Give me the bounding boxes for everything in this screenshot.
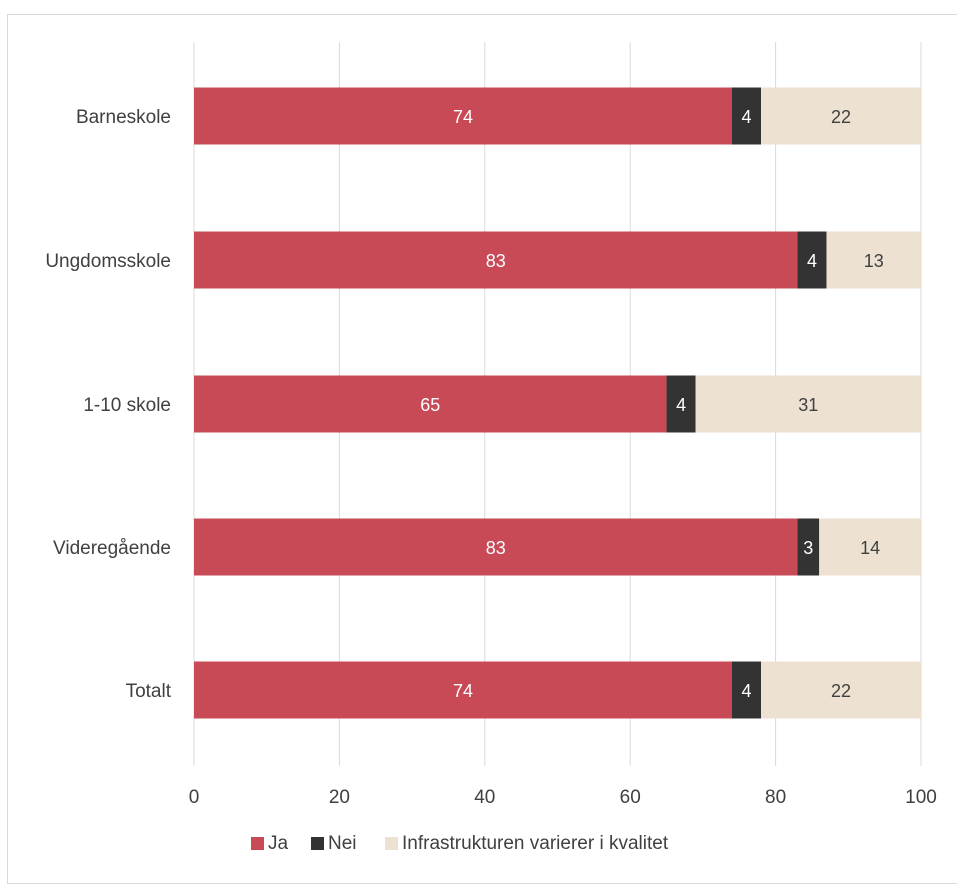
data-label-2-1: 13	[864, 251, 884, 271]
data-label-2-0: 22	[831, 107, 851, 127]
data-label-1-2: 4	[676, 395, 686, 415]
data-label-0-4: 74	[453, 681, 473, 701]
data-label-0-1: 83	[486, 251, 506, 271]
bar-2-3	[819, 518, 921, 576]
data-label-0-2: 65	[420, 395, 440, 415]
bar-0-0	[194, 87, 732, 145]
data-label-1-3: 3	[803, 538, 813, 558]
category-label-0: Barneskole	[76, 107, 171, 128]
legend-label-0: Ja	[268, 833, 289, 854]
category-label-1: Ungdomsskole	[45, 251, 171, 272]
bar-0-4	[194, 661, 732, 719]
data-label-1-4: 4	[742, 681, 752, 701]
legend-swatch-2	[385, 837, 398, 850]
x-tick-label-0: 0	[189, 787, 200, 808]
bar-0-1	[194, 231, 798, 289]
x-tick-label-40: 40	[474, 787, 495, 808]
x-tick-label-20: 20	[329, 787, 350, 808]
category-label-3: Videregående	[53, 538, 171, 559]
bar-0-3	[194, 518, 798, 576]
bar-2-4	[761, 661, 921, 719]
bar-2-2	[695, 375, 921, 433]
data-label-2-4: 22	[831, 681, 851, 701]
legend-swatch-0	[251, 837, 264, 850]
data-label-0-0: 74	[453, 107, 473, 127]
x-tick-label-80: 80	[765, 787, 786, 808]
x-tick-label-100: 100	[905, 787, 937, 808]
bar-1-3	[797, 518, 820, 576]
bar-1-4	[731, 661, 762, 719]
data-label-2-2: 31	[798, 395, 818, 415]
bar-2-1	[826, 231, 921, 289]
legend-label-1: Nei	[328, 833, 357, 854]
data-label-0-3: 83	[486, 538, 506, 558]
legend-label-2: Infrastrukturen varierer i kvalitet	[402, 833, 669, 854]
bar-1-0	[731, 87, 762, 145]
category-label-4: Totalt	[126, 681, 172, 702]
data-label-2-3: 14	[860, 538, 880, 558]
bar-0-2	[194, 375, 667, 433]
legend-swatch-1	[311, 837, 324, 850]
x-tick-label-60: 60	[620, 787, 641, 808]
bar-1-2	[666, 375, 696, 433]
data-label-1-1: 4	[807, 251, 817, 271]
bar-1-1	[797, 231, 827, 289]
bar-2-0	[761, 87, 921, 145]
data-label-1-0: 4	[742, 107, 752, 127]
category-label-2: 1-10 skole	[83, 395, 171, 416]
